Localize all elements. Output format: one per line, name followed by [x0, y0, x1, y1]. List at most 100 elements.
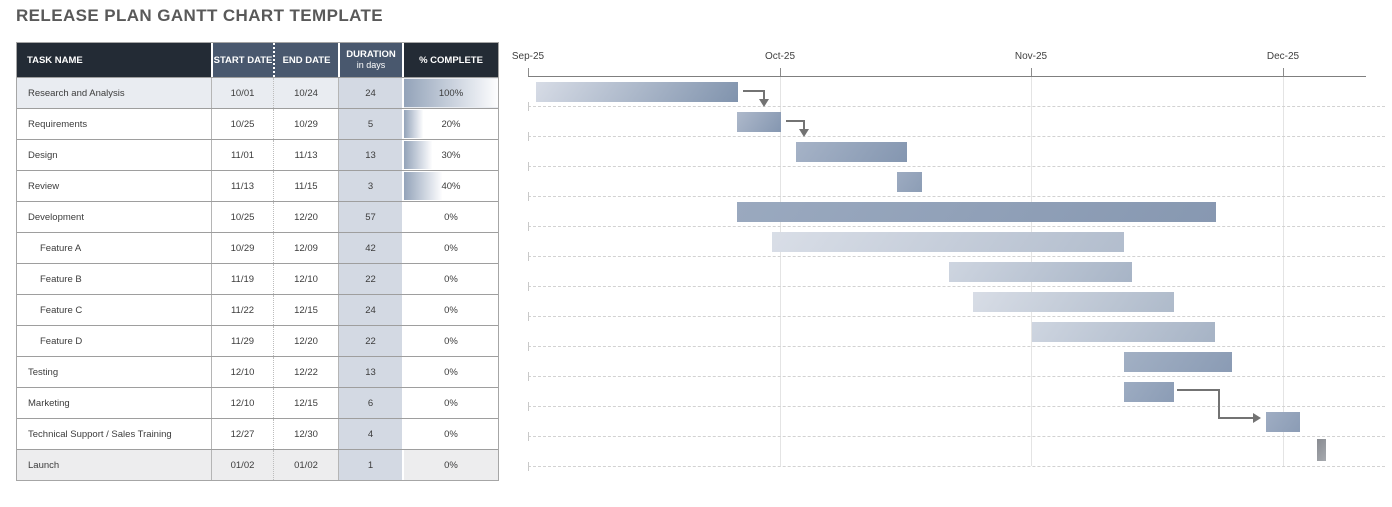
cell-start-date[interactable]: 11/13 [211, 171, 273, 201]
axis-month-label: Oct-25 [764, 51, 796, 62]
percent-complete-bar [404, 172, 442, 200]
cell-start-date[interactable]: 11/19 [211, 264, 273, 294]
cell-task-name[interactable]: Feature C [40, 304, 83, 316]
cell-task-name[interactable]: Feature D [40, 335, 83, 347]
cell-duration[interactable]: 24 [338, 78, 402, 108]
cell-start-date[interactable]: 11/22 [211, 295, 273, 325]
gantt-bar [1266, 412, 1300, 432]
percent-complete-value: 0% [444, 304, 458, 316]
row-gridline [528, 106, 1385, 107]
cell-start-date[interactable]: 12/10 [211, 388, 273, 418]
gantt-bar [1124, 352, 1232, 372]
cell-task-name[interactable]: Launch [28, 459, 60, 471]
row-axis-tick [528, 462, 529, 471]
cell-duration[interactable]: 3 [338, 171, 402, 201]
cell-duration[interactable]: 13 [338, 357, 402, 387]
cell-task-name[interactable]: Review [28, 180, 60, 192]
cell-end-date[interactable]: 11/13 [273, 140, 338, 170]
cell-end-date[interactable]: 12/30 [273, 419, 338, 449]
cell-duration[interactable]: 1 [338, 450, 402, 480]
row-axis-tick [528, 132, 529, 141]
row-axis-tick [528, 222, 529, 231]
cell-end-date[interactable]: 12/20 [273, 202, 338, 232]
table-row: Testing 12/10 12/22 13 0% [17, 356, 498, 387]
cell-start-date[interactable]: 12/27 [211, 419, 273, 449]
cell-percent-complete[interactable]: 0% [402, 419, 498, 449]
cell-end-date[interactable]: 10/24 [273, 78, 338, 108]
cell-duration[interactable]: 42 [338, 233, 402, 263]
cell-percent-complete[interactable]: 20% [402, 109, 498, 139]
cell-end-date[interactable]: 10/29 [273, 109, 338, 139]
cell-duration[interactable]: 24 [338, 295, 402, 325]
cell-start-date[interactable]: 11/29 [211, 326, 273, 356]
cell-task-name[interactable]: Requirements [28, 118, 88, 130]
cell-task-name[interactable]: Research and Analysis [28, 87, 125, 99]
cell-start-date[interactable]: 10/25 [211, 202, 273, 232]
cell-duration[interactable]: 6 [338, 388, 402, 418]
cell-task-name[interactable]: Marketing [28, 397, 70, 409]
page-title: RELEASE PLAN GANTT CHART TEMPLATE [16, 6, 384, 25]
cell-end-date[interactable]: 01/02 [273, 450, 338, 480]
percent-complete-value: 0% [444, 397, 458, 409]
gantt-bar [897, 172, 922, 192]
cell-percent-complete[interactable]: 0% [402, 326, 498, 356]
cell-end-date[interactable]: 12/15 [273, 295, 338, 325]
row-gridline [528, 166, 1385, 167]
gantt-bar [737, 112, 781, 132]
cell-duration[interactable]: 13 [338, 140, 402, 170]
cell-end-date[interactable]: 12/15 [273, 388, 338, 418]
percent-complete-bar [404, 110, 423, 138]
cell-task-name[interactable]: Testing [28, 366, 59, 378]
percent-complete-value: 0% [444, 366, 458, 378]
table-row: Marketing 12/10 12/15 6 0% [17, 387, 498, 418]
col-header-duration: DURATION in days [338, 43, 402, 77]
task-table: TASK NAME START DATE END DATE DURATION in… [16, 42, 499, 481]
cell-start-date[interactable]: 10/01 [211, 78, 273, 108]
cell-start-date[interactable]: 10/25 [211, 109, 273, 139]
cell-percent-complete[interactable]: 30% [402, 140, 498, 170]
col-header-task-name: TASK NAME [17, 43, 211, 77]
cell-start-date[interactable]: 10/29 [211, 233, 273, 263]
gantt-bar [973, 292, 1174, 312]
table-row: Feature A 10/29 12/09 42 0% [17, 232, 498, 263]
cell-start-date[interactable]: 01/02 [211, 450, 273, 480]
axis-month-tick [1031, 68, 1032, 76]
cell-percent-complete[interactable]: 40% [402, 171, 498, 201]
cell-end-date[interactable]: 12/10 [273, 264, 338, 294]
cell-task-name[interactable]: Design [28, 149, 58, 161]
cell-duration[interactable]: 57 [338, 202, 402, 232]
cell-end-date[interactable]: 12/20 [273, 326, 338, 356]
cell-start-date[interactable]: 12/10 [211, 357, 273, 387]
month-gridline [1283, 77, 1284, 466]
cell-end-date[interactable]: 11/15 [273, 171, 338, 201]
cell-start-date[interactable]: 11/01 [211, 140, 273, 170]
cell-percent-complete[interactable]: 0% [402, 233, 498, 263]
cell-task-name[interactable]: Feature A [40, 242, 82, 254]
cell-end-date[interactable]: 12/09 [273, 233, 338, 263]
cell-task-name[interactable]: Technical Support / Sales Training [28, 428, 172, 440]
cell-percent-complete[interactable]: 100% [402, 78, 498, 108]
cell-percent-complete[interactable]: 0% [402, 202, 498, 232]
cell-duration[interactable]: 22 [338, 264, 402, 294]
gantt-bar [772, 232, 1124, 252]
cell-task-name[interactable]: Development [28, 211, 84, 223]
cell-duration[interactable]: 22 [338, 326, 402, 356]
cell-end-date[interactable]: 12/22 [273, 357, 338, 387]
cell-percent-complete[interactable]: 0% [402, 264, 498, 294]
table-row: Requirements 10/25 10/29 5 20% [17, 108, 498, 139]
axis-month-label: Dec-25 [1266, 51, 1300, 62]
cell-percent-complete[interactable]: 0% [402, 295, 498, 325]
cell-duration[interactable]: 4 [338, 419, 402, 449]
row-gridline [528, 136, 1385, 137]
table-body: Research and Analysis 10/01 10/24 24 100% Req… [17, 77, 498, 480]
cell-duration[interactable]: 5 [338, 109, 402, 139]
month-gridline [780, 77, 781, 466]
row-axis-tick [528, 312, 529, 321]
cell-percent-complete[interactable]: 0% [402, 388, 498, 418]
cell-percent-complete[interactable]: 0% [402, 357, 498, 387]
row-axis-tick [528, 282, 529, 291]
table-row: Development 10/25 12/20 57 0% [17, 201, 498, 232]
axis-month-tick [780, 68, 781, 76]
cell-percent-complete[interactable]: 0% [402, 450, 498, 480]
cell-task-name[interactable]: Feature B [40, 273, 82, 285]
